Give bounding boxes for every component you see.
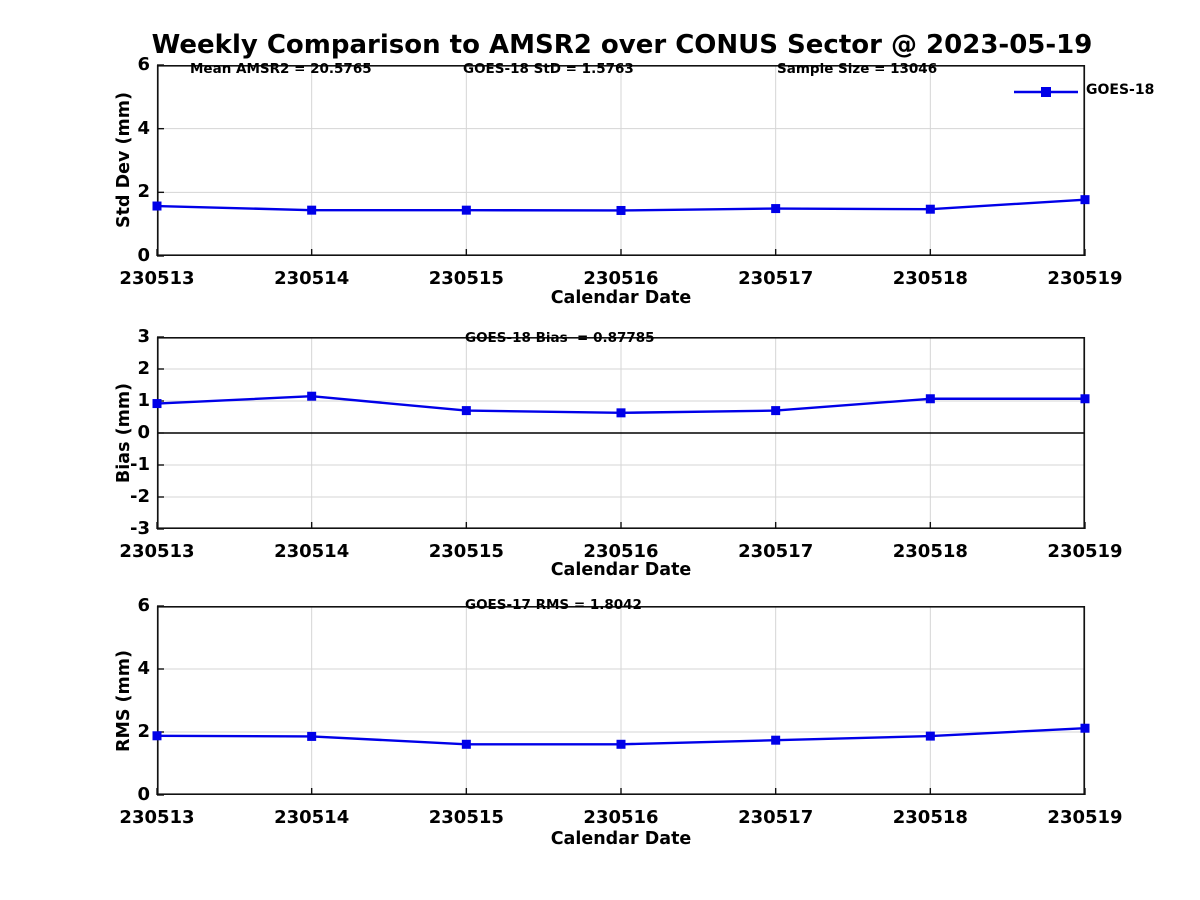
x-tick-label: 230518: [892, 807, 968, 828]
data-point-marker: [1080, 723, 1090, 733]
x-tick-label: 230513: [119, 807, 195, 828]
data-point-marker: [152, 399, 162, 409]
data-point-marker: [616, 739, 626, 749]
bias-y-axis-label: Bias (mm): [114, 382, 134, 484]
data-point-marker: [461, 205, 471, 215]
data-point-marker: [461, 739, 471, 749]
axes-border: [157, 606, 1086, 795]
data-point-marker: [152, 731, 162, 741]
data-point-marker: [1080, 394, 1090, 404]
y-tick-label: 4: [137, 658, 150, 679]
y-tick-label: 3: [137, 326, 150, 347]
x-tick-label: 230514: [274, 541, 350, 562]
bias-chart-canvas: [152, 336, 1090, 530]
goes18-std-annotation: GOES-18 StD = 1.5763: [463, 61, 634, 77]
x-tick-label: 230513: [119, 268, 195, 289]
std-dev-chart-canvas: [152, 64, 1090, 257]
goes18-bias-annotation: GOES-18 Bias = 0.87785: [465, 330, 655, 346]
axes-border: [157, 65, 1086, 256]
bias-x-axis-label: Calendar Date: [550, 560, 692, 580]
rms-chart-canvas: [152, 605, 1090, 796]
data-point-marker: [771, 406, 781, 416]
y-tick-label: 2: [137, 358, 150, 379]
x-tick-label: 230514: [274, 807, 350, 828]
x-tick-label: 230516: [583, 268, 659, 289]
x-tick-label: 230517: [738, 807, 814, 828]
mean-amsr2-annotation: Mean AMSR2 = 20.5765: [190, 61, 372, 77]
rms-x-axis-label: Calendar Date: [550, 829, 692, 849]
x-tick-label: 230518: [892, 541, 968, 562]
data-point-marker: [307, 731, 317, 741]
y-tick-label: 1: [137, 390, 150, 411]
x-tick-label: 230516: [583, 541, 659, 562]
x-tick-label: 230519: [1047, 541, 1123, 562]
y-tick-label: 0: [137, 784, 150, 805]
y-tick-label: 0: [137, 422, 150, 443]
x-tick-label: 230515: [428, 541, 504, 562]
y-tick-label: 2: [137, 721, 150, 742]
y-tick-label: -2: [130, 486, 150, 507]
data-series-line: [156, 395, 1085, 415]
y-tick-label: -3: [130, 518, 150, 539]
x-tick-label: 230517: [738, 268, 814, 289]
data-point-marker: [461, 406, 471, 416]
figure-title: Weekly Comparison to AMSR2 over CONUS Se…: [151, 30, 1093, 60]
y-tick-label: 2: [137, 181, 150, 203]
x-tick-label: 230514: [274, 268, 350, 289]
data-point-marker: [307, 205, 317, 215]
data-point-marker: [771, 204, 781, 214]
data-point-marker: [925, 204, 935, 214]
goes17-rms-annotation: GOES-17 RMS = 1.8042: [465, 597, 642, 613]
data-point-marker: [925, 394, 935, 404]
y-tick-label: 0: [137, 245, 150, 266]
axes-border: [157, 337, 1086, 529]
y-tick-label: 6: [137, 595, 150, 616]
std-dev-y-axis-label: Std Dev (mm): [114, 92, 134, 228]
x-tick-label: 230518: [892, 268, 968, 289]
data-series-line: [156, 198, 1086, 212]
data-point-marker: [771, 735, 781, 745]
legend: GOES-18: [1014, 82, 1194, 98]
y-tick-label: -1: [130, 454, 150, 475]
data-point-marker: [925, 731, 935, 741]
sample-size-annotation: Sample Size = 13046: [777, 61, 938, 77]
x-tick-label: 230519: [1047, 807, 1123, 828]
x-tick-label: 230516: [583, 807, 659, 828]
y-tick-label: 6: [137, 54, 150, 75]
data-point-marker: [307, 391, 317, 401]
data-series-line: [156, 727, 1086, 746]
legend-label: GOES-18: [1086, 82, 1155, 98]
data-point-marker: [616, 408, 626, 418]
rms-y-axis-label: RMS (mm): [114, 649, 134, 753]
y-tick-label: 4: [137, 117, 150, 139]
x-tick-label: 230515: [428, 807, 504, 828]
data-point-marker: [616, 205, 626, 215]
x-tick-label: 230517: [738, 541, 814, 562]
legend-swatch: [1014, 87, 1078, 97]
x-tick-label: 230519: [1047, 268, 1123, 289]
x-tick-label: 230513: [119, 541, 195, 562]
x-tick-label: 230515: [428, 268, 504, 289]
std-dev-x-axis-label: Calendar Date: [550, 288, 692, 308]
data-point-marker: [152, 201, 162, 211]
data-point-marker: [1080, 195, 1090, 205]
legend-square-marker-icon: [1041, 87, 1051, 97]
